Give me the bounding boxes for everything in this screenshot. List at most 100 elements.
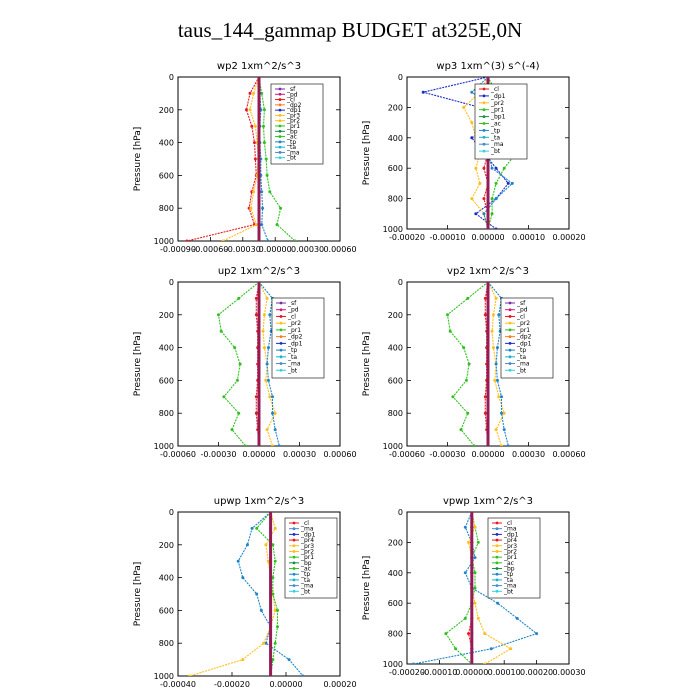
data-point xyxy=(411,662,415,664)
data-point xyxy=(266,239,270,241)
chart-panel: vpwp 1xm^2/s^3 Pressure [hPa] 0 200 400 600 80… xyxy=(362,496,586,677)
legend-label: _dp1 xyxy=(286,107,302,114)
x-tick-label: 0.00020 xyxy=(323,680,356,689)
data-point xyxy=(476,616,480,620)
x-tick-label: 0.00030 xyxy=(512,450,545,459)
data-point xyxy=(250,526,254,530)
series-line-dp1 xyxy=(217,282,260,446)
legend-label: _ac xyxy=(286,134,297,141)
chart-panel: wp2 1xm^2/s^3 Pressure [hPa] 0 200 400 600 800… xyxy=(133,61,357,254)
y-tick-label: 200 xyxy=(388,103,403,112)
legend-marker xyxy=(292,555,296,559)
data-point xyxy=(273,411,277,415)
x-tick-label: -0.00060 xyxy=(192,245,228,254)
y-axis-label: Pressure [hPa] xyxy=(362,121,372,186)
data-point xyxy=(271,658,275,662)
data-point xyxy=(249,206,253,210)
series-group xyxy=(185,77,297,241)
data-point xyxy=(268,395,272,399)
chart-panel: vp2 1xm^2/s^3 Pressure [hPa] 0 200 400 600 800… xyxy=(362,266,586,459)
legend-marker xyxy=(292,578,296,582)
data-point xyxy=(491,313,495,317)
legend-label: _pr1 xyxy=(286,123,300,130)
y-tick-label: 800 xyxy=(388,630,403,639)
x-tick-label: 0.00030 xyxy=(552,668,585,677)
legend-label: _ma xyxy=(503,526,517,533)
data-point xyxy=(506,444,510,446)
y-tick-label: 600 xyxy=(159,376,174,385)
legend-marker xyxy=(279,335,283,339)
legend-marker xyxy=(495,589,499,593)
data-point xyxy=(248,91,252,95)
legend-marker xyxy=(292,527,296,531)
legend-label: _ta xyxy=(300,577,310,584)
data-point xyxy=(489,647,493,651)
x-tick-label: 0.00010 xyxy=(512,233,545,242)
y-axis-label: Pressure [hPa] xyxy=(133,562,143,627)
data-point xyxy=(494,227,498,229)
data-point xyxy=(502,428,506,432)
chart-panel: upwp 1xm^2/s^3 Pressure [hPa] 0 200 400 600 80… xyxy=(133,496,357,689)
legend-marker xyxy=(292,584,296,588)
y-tick-label: 200 xyxy=(159,311,174,320)
data-point xyxy=(500,395,503,399)
legend-label: _pr3 xyxy=(300,543,314,550)
data-point xyxy=(473,525,477,529)
y-tick-label: 600 xyxy=(159,606,174,615)
legend-marker xyxy=(279,315,283,318)
legend-label: _bt xyxy=(287,367,298,374)
legend-label: _pr2 xyxy=(287,320,301,327)
legend-label: _cl xyxy=(516,313,525,320)
data-point xyxy=(253,157,257,161)
legend-label: _sf xyxy=(287,300,297,307)
data-point xyxy=(254,313,258,317)
legend-label: _tp xyxy=(300,571,310,578)
legend-marker xyxy=(278,108,282,112)
legend-marker xyxy=(482,129,486,132)
series-line-pr2 xyxy=(468,512,512,664)
data-point xyxy=(473,586,477,590)
legend-marker xyxy=(482,135,486,139)
data-point xyxy=(261,329,265,333)
x-tick-label: -0.00020 xyxy=(389,668,425,677)
legend-marker xyxy=(278,98,282,101)
legend-label: _tp xyxy=(287,347,297,354)
legend-label: _dp1 xyxy=(516,340,532,347)
legend-marker xyxy=(278,135,282,138)
y-tick-label: 0 xyxy=(169,278,174,287)
y-tick-label: 1000 xyxy=(154,237,174,246)
legend-label: _ac xyxy=(490,121,501,128)
legend-marker xyxy=(482,101,486,105)
data-point xyxy=(254,411,258,415)
y-tick-label: 800 xyxy=(159,639,174,648)
data-point xyxy=(244,444,247,446)
data-point xyxy=(252,190,256,194)
data-point xyxy=(293,239,297,241)
legend-label: _pr1 xyxy=(490,107,504,114)
data-point xyxy=(467,632,471,636)
data-point xyxy=(250,124,254,128)
y-tick-label: 200 xyxy=(159,541,174,550)
y-axis-label: Pressure [hPa] xyxy=(133,127,143,192)
series-group xyxy=(217,282,281,446)
data-point xyxy=(273,641,277,645)
data-point xyxy=(535,632,539,636)
data-point xyxy=(219,329,223,333)
legend-marker xyxy=(279,341,283,345)
series-line-pr2 xyxy=(222,77,260,241)
data-point xyxy=(273,559,277,563)
legend-marker xyxy=(279,308,283,312)
legend-label: _ac xyxy=(503,560,514,567)
chart-title: wp2 1xm^2/s^3 xyxy=(217,61,301,72)
data-point xyxy=(494,197,498,201)
data-point xyxy=(221,239,225,241)
legend-label: _dp1 xyxy=(503,531,519,538)
legend-marker xyxy=(292,532,296,536)
x-tick-label: 0.00030 xyxy=(283,450,316,459)
data-point xyxy=(490,197,494,201)
series-line-tp xyxy=(413,512,538,664)
legend-label: _pr1 xyxy=(287,327,301,334)
data-point xyxy=(268,190,272,194)
legend-marker xyxy=(495,567,499,570)
